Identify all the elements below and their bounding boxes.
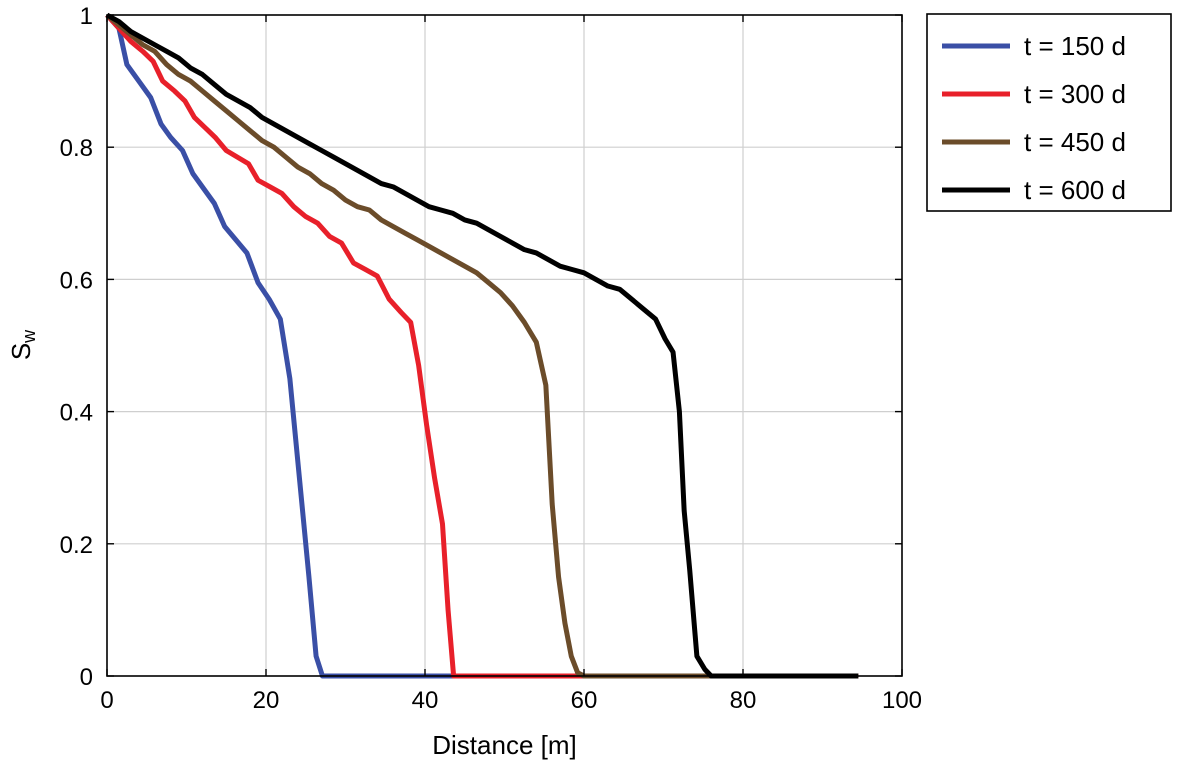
legend-label: t = 600 d <box>1024 175 1126 205</box>
series-line <box>105 13 859 679</box>
y-axis-label-main: S <box>6 343 36 360</box>
x-tick-label: 40 <box>412 687 439 714</box>
x-tick-label: 60 <box>571 687 598 714</box>
grid <box>107 15 902 676</box>
y-tick-label: 0.6 <box>60 267 93 294</box>
legend-items: t = 150 d t = 300 d t = 450 d t = 600 d <box>942 31 1126 205</box>
plot-frame <box>106 14 903 677</box>
legend-label: t = 300 d <box>1024 79 1126 109</box>
x-tick-label: 100 <box>882 687 922 714</box>
y-tick-label: 0.8 <box>60 135 93 162</box>
legend-label: t = 450 d <box>1024 127 1126 157</box>
y-axis-label-subscript: w <box>19 329 39 344</box>
x-tick-label: 80 <box>730 687 757 714</box>
x-tick-label: 20 <box>253 687 280 714</box>
series-line <box>105 13 859 679</box>
x-axis-label: Distance [m] <box>432 730 577 760</box>
series-layer <box>105 12 859 679</box>
y-tick-label: 0.2 <box>60 532 93 559</box>
y-tick-label: 0 <box>80 664 93 691</box>
tick-layer: 0 20 40 60 80 100 0 0.2 0.4 0.6 0.8 1 <box>60 3 922 714</box>
series-line <box>105 12 859 679</box>
y-tick-label: 1 <box>80 3 93 30</box>
x-tick-label: 0 <box>100 687 113 714</box>
legend-label: t = 150 d <box>1024 31 1126 61</box>
series-line <box>105 13 859 679</box>
y-tick-label: 0.4 <box>60 400 93 427</box>
legend: t = 150 d t = 300 d t = 450 d t = 600 d <box>926 13 1172 212</box>
y-axis-label: Sw <box>6 329 39 360</box>
